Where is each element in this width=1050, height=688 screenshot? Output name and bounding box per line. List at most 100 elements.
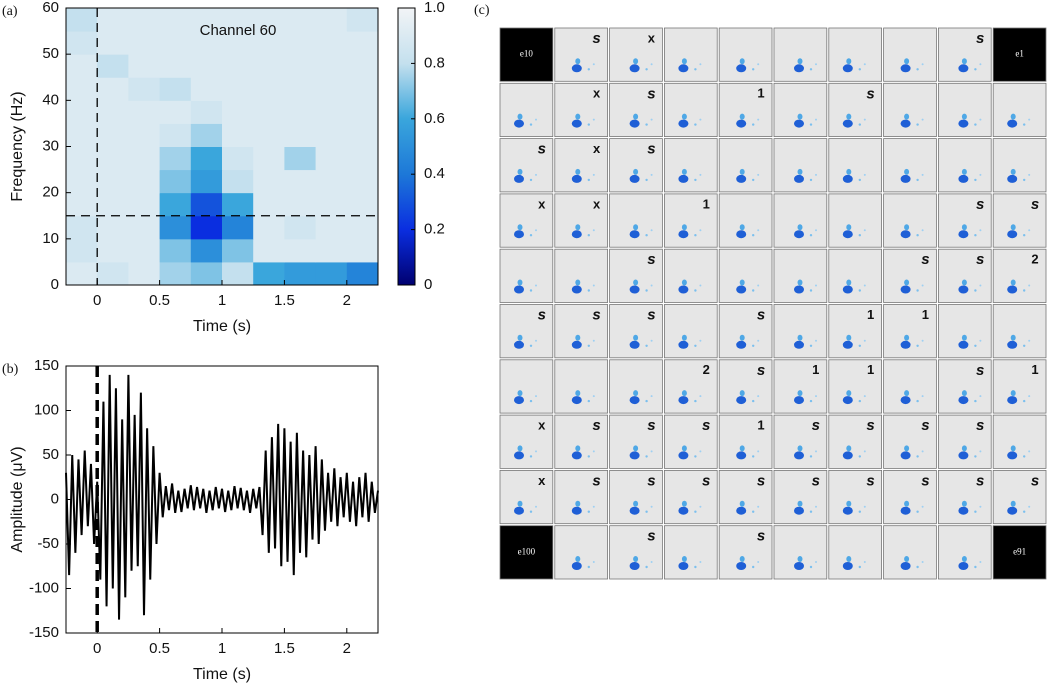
blob [979, 118, 982, 121]
heat-cell [97, 77, 129, 101]
heat-cell [315, 123, 348, 147]
heat-cell [66, 100, 98, 124]
cell [883, 27, 937, 82]
blob [514, 285, 524, 294]
blob [752, 565, 755, 569]
cell-label: s [702, 417, 710, 434]
cell [554, 414, 608, 469]
cell [883, 138, 937, 193]
cell-spectrogram [958, 556, 982, 570]
y-tick-label: 10 [42, 230, 59, 247]
cell-label: 1 [757, 418, 764, 433]
cell-spectrogram [842, 224, 866, 239]
cell-label: x [538, 196, 546, 211]
heat-cell [190, 100, 223, 124]
blob [571, 506, 582, 515]
cell-label: s [592, 472, 600, 489]
y-axis-label: Frequency (Hz) [9, 91, 26, 201]
heat-cell [222, 77, 254, 101]
blob [794, 451, 804, 460]
blob [797, 168, 803, 175]
blob [739, 334, 745, 341]
blob [1022, 510, 1026, 513]
blob [974, 123, 977, 126]
blob [739, 168, 745, 175]
cell [773, 27, 828, 82]
y-tick-label: 30 [42, 137, 59, 154]
heat-cell [284, 77, 317, 101]
blob [1022, 178, 1026, 182]
cell-spectrogram [794, 168, 817, 183]
blob [699, 173, 702, 176]
blob [904, 334, 910, 341]
cell-label: s [592, 417, 600, 434]
cell [938, 469, 992, 525]
heat-cell [190, 31, 223, 55]
heat-cell [190, 238, 223, 263]
heat-cell [222, 8, 254, 32]
blob [916, 344, 919, 347]
blob [650, 63, 653, 66]
cell-label: 2 [703, 362, 710, 377]
cell-label: s [592, 306, 600, 323]
cell-spectrogram [794, 113, 817, 128]
colorbar-tick-label: 1.0 [424, 0, 445, 16]
blob [529, 289, 533, 292]
blob [921, 395, 924, 398]
blob [575, 334, 581, 341]
blob [678, 64, 689, 73]
cell [992, 525, 1047, 580]
cell [938, 193, 992, 248]
blob [694, 234, 697, 237]
blob [650, 229, 653, 232]
cell-spectrogram [1007, 500, 1031, 515]
blob [650, 284, 653, 287]
cell-label: s [1031, 472, 1039, 489]
cell-spectrogram [736, 279, 760, 294]
cell-label: 1 [703, 196, 710, 211]
blob [958, 562, 969, 570]
cell-label: s [976, 196, 984, 213]
cell-spectrogram [629, 500, 653, 515]
cell-spectrogram [794, 224, 817, 239]
blob [1022, 234, 1026, 237]
blob [645, 399, 648, 403]
heat-cell [97, 8, 129, 32]
y-tick-label: -100 [29, 579, 59, 596]
blob [633, 445, 639, 452]
cell-label: 1 [867, 362, 874, 377]
blob [678, 396, 689, 405]
blob [699, 229, 702, 232]
cell-spectrogram [958, 445, 982, 460]
blob [979, 505, 982, 508]
cell [938, 525, 992, 580]
cell-spectrogram [678, 279, 702, 294]
cell-label: s [866, 85, 874, 102]
cell [499, 414, 554, 469]
y-tick-label: 150 [34, 357, 59, 374]
cell-spectrogram [736, 500, 760, 515]
blob [900, 119, 911, 128]
blob [678, 506, 689, 515]
heat-cell [190, 123, 223, 147]
blob [797, 279, 803, 286]
cell-label: s [538, 141, 546, 158]
blob [736, 64, 747, 73]
blob [535, 118, 537, 121]
heat-cell [284, 31, 317, 55]
blob [681, 168, 687, 175]
blob [694, 289, 697, 292]
cell [609, 414, 663, 469]
heat-cell [97, 169, 129, 194]
blob [863, 561, 866, 563]
cell-spectrogram [900, 500, 924, 515]
heat-cell [346, 8, 379, 32]
cell [554, 138, 608, 193]
blob [571, 230, 582, 239]
y-tick-label: 20 [42, 184, 59, 201]
heat-cell [66, 54, 98, 78]
colorbar-tick-label: 0.4 [424, 165, 445, 182]
cell [718, 469, 773, 525]
blob [1022, 399, 1026, 403]
blob [1022, 123, 1026, 126]
